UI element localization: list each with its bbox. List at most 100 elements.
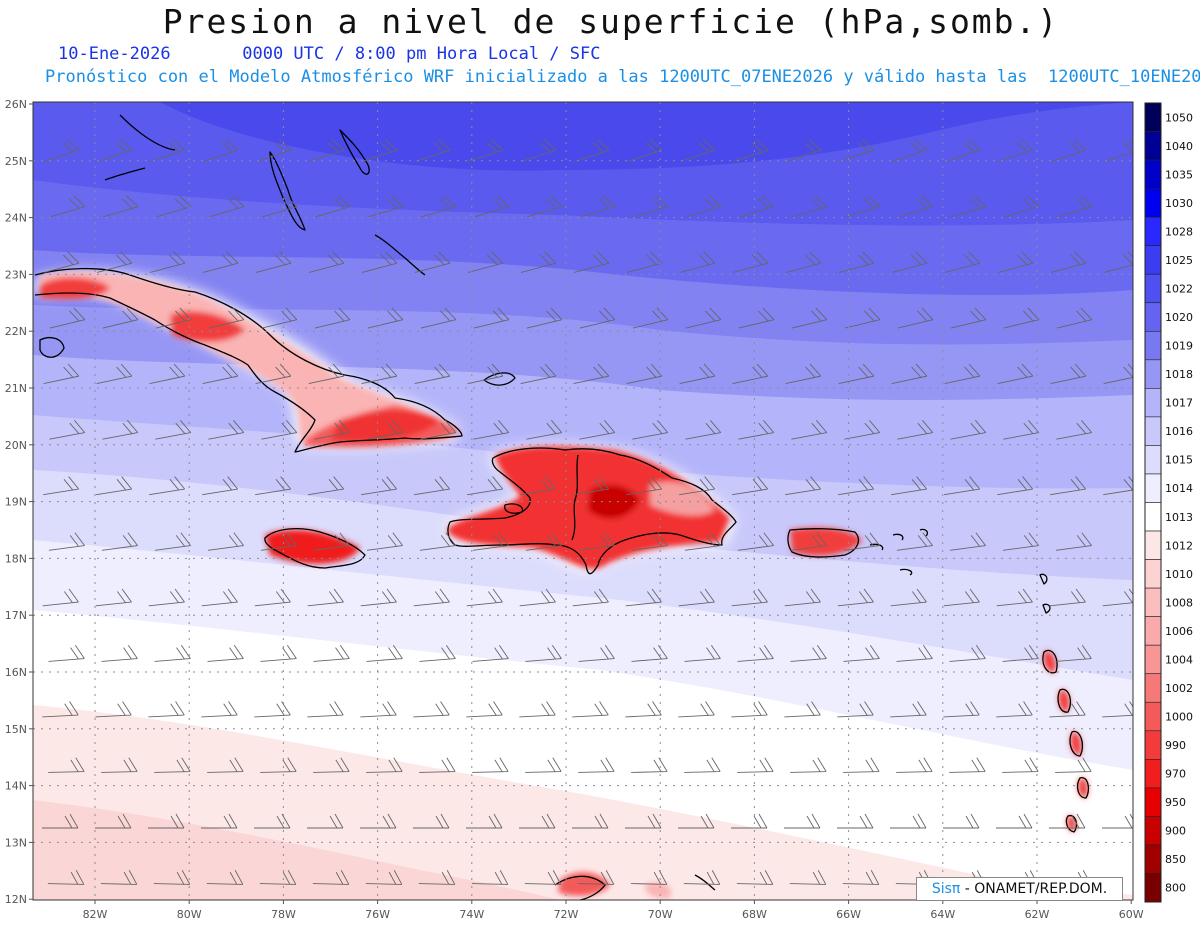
wind-barb <box>678 813 715 829</box>
colorbar-swatch <box>1144 759 1162 789</box>
wind-barb <box>1056 420 1093 440</box>
colorbar-label: 1020 <box>1165 311 1193 324</box>
wind-barb <box>1051 251 1087 273</box>
wind-barb <box>572 701 609 718</box>
wind-barb <box>148 701 185 718</box>
wind-barb <box>466 813 503 829</box>
wind-barb <box>260 757 297 773</box>
colorbar-swatch <box>1144 673 1162 703</box>
wind-barb <box>362 138 398 162</box>
bahamas-exuma <box>374 234 426 276</box>
colorbar: 1050 1040 1035 1030 1028 1025 1022 1020 1019 1018… <box>1144 102 1193 903</box>
lon-label: 68W <box>742 908 767 921</box>
wind-barb <box>837 813 874 829</box>
dominica-coast <box>1057 688 1072 713</box>
wind-barb <box>843 644 880 662</box>
model-info-line: Pronóstico con el Modelo Atmosférico WRF… <box>45 67 1200 87</box>
wind-barb <box>260 532 297 551</box>
pressure-field <box>33 102 1133 900</box>
lat-label: 24N <box>5 212 27 225</box>
wind-barb <box>945 138 981 162</box>
lon-label: 82W <box>83 908 108 921</box>
wind-barb <box>314 420 351 440</box>
colorbar-swatch <box>1144 530 1162 560</box>
wind-barb <box>48 644 85 662</box>
wind-barb <box>467 363 504 385</box>
lat-label: 19N <box>5 496 27 509</box>
wind-barb <box>314 307 351 329</box>
lat-label: 18N <box>5 552 27 565</box>
wind-barb <box>525 757 562 773</box>
wind-barb <box>943 588 980 607</box>
wind-barb <box>839 251 875 273</box>
wind-barb <box>313 757 350 773</box>
wind-barb <box>527 195 563 218</box>
wind-barb <box>733 251 769 273</box>
wind-barb <box>1004 195 1040 218</box>
wind-barb <box>678 588 715 607</box>
colorbar-swatch <box>1144 416 1162 446</box>
colorbar-label: 1040 <box>1165 140 1193 153</box>
colorbar-label: 970 <box>1165 768 1186 781</box>
wind-barb <box>524 870 562 885</box>
land-heat-lows <box>35 271 1088 899</box>
lat-label: 14N <box>5 780 27 793</box>
wind-barb <box>103 195 139 218</box>
venezuela-coast <box>554 875 606 900</box>
wind-barb <box>466 588 503 607</box>
wind-barb <box>519 813 556 829</box>
colorbar-label: 1022 <box>1165 282 1193 295</box>
wind-barb <box>43 363 80 385</box>
wind-barb <box>791 307 828 329</box>
band-1012 <box>33 800 560 900</box>
wind-barb <box>262 195 298 218</box>
lesser-antilles-2 <box>1042 603 1051 614</box>
wind-barb <box>892 251 928 273</box>
wind-barb <box>784 588 821 607</box>
wind-barb <box>998 251 1034 273</box>
lon-label: 64W <box>930 908 955 921</box>
colorbar-swatch <box>1144 216 1162 246</box>
wind-barb <box>1049 813 1086 829</box>
wind-barb <box>315 195 351 218</box>
wind-barb <box>731 588 768 607</box>
wind-barb <box>365 870 403 885</box>
wind-barb <box>413 813 450 829</box>
wind-barb <box>420 307 457 329</box>
wind-barb <box>898 195 934 218</box>
lon-label: 76W <box>365 908 390 921</box>
colorbar-label: 1017 <box>1165 397 1193 410</box>
wind-barb <box>951 195 987 218</box>
wind-barb <box>737 532 774 551</box>
stvincent-coast <box>1065 814 1078 833</box>
wind-barb <box>254 813 291 829</box>
wind-barb <box>468 251 504 273</box>
wind-barb <box>307 588 344 607</box>
wind-barb <box>201 588 238 607</box>
wind-barb <box>731 813 768 829</box>
wind-barb <box>208 420 245 440</box>
wind-barb <box>368 195 404 218</box>
wind-barb <box>150 138 186 162</box>
colorbar-swatch <box>1144 816 1162 846</box>
wind-barb <box>203 251 239 273</box>
colorbar-label: 1050 <box>1165 111 1193 124</box>
wind-barb <box>943 813 980 829</box>
colorbar-label: 950 <box>1165 796 1186 809</box>
wind-barb <box>790 644 827 662</box>
colorbar-swatch <box>1144 273 1162 304</box>
credit-text: - ONAMET/REP.DOM. <box>960 881 1108 897</box>
colorbar-label: 800 <box>1165 882 1186 895</box>
wind-barb <box>573 363 610 385</box>
wind-barb <box>260 644 297 662</box>
colorbar-swatch <box>1144 245 1162 275</box>
colorbar-label: 1000 <box>1165 711 1193 724</box>
wind-barb <box>473 420 510 440</box>
wind-barb <box>844 420 881 440</box>
colorbar-swatch <box>1144 844 1162 874</box>
colorbar-swatch <box>1144 359 1162 389</box>
wind-barb <box>95 588 132 607</box>
wind-barb <box>579 307 616 329</box>
cuba-coast <box>34 267 463 453</box>
